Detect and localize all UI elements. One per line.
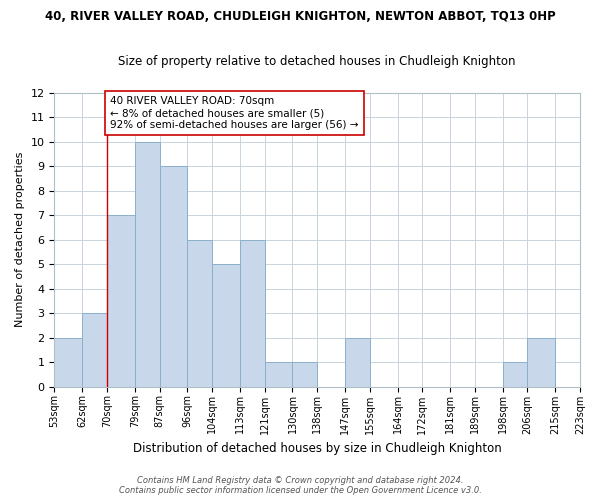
Bar — [135, 142, 160, 386]
Bar — [187, 240, 212, 386]
Bar — [527, 338, 555, 386]
Bar — [212, 264, 240, 386]
Y-axis label: Number of detached properties: Number of detached properties — [15, 152, 25, 328]
Title: Size of property relative to detached houses in Chudleigh Knighton: Size of property relative to detached ho… — [118, 55, 516, 68]
Bar — [345, 338, 370, 386]
Bar — [107, 215, 135, 386]
Bar — [292, 362, 317, 386]
X-axis label: Distribution of detached houses by size in Chudleigh Knighton: Distribution of detached houses by size … — [133, 442, 502, 455]
Bar — [240, 240, 265, 386]
Text: Contains HM Land Registry data © Crown copyright and database right 2024.
Contai: Contains HM Land Registry data © Crown c… — [119, 476, 481, 495]
Text: 40 RIVER VALLEY ROAD: 70sqm
← 8% of detached houses are smaller (5)
92% of semi-: 40 RIVER VALLEY ROAD: 70sqm ← 8% of deta… — [110, 96, 359, 130]
Bar — [160, 166, 187, 386]
Bar — [55, 338, 82, 386]
Bar — [503, 362, 527, 386]
Bar — [265, 362, 292, 386]
Text: 40, RIVER VALLEY ROAD, CHUDLEIGH KNIGHTON, NEWTON ABBOT, TQ13 0HP: 40, RIVER VALLEY ROAD, CHUDLEIGH KNIGHTO… — [44, 10, 556, 23]
Bar — [82, 313, 107, 386]
